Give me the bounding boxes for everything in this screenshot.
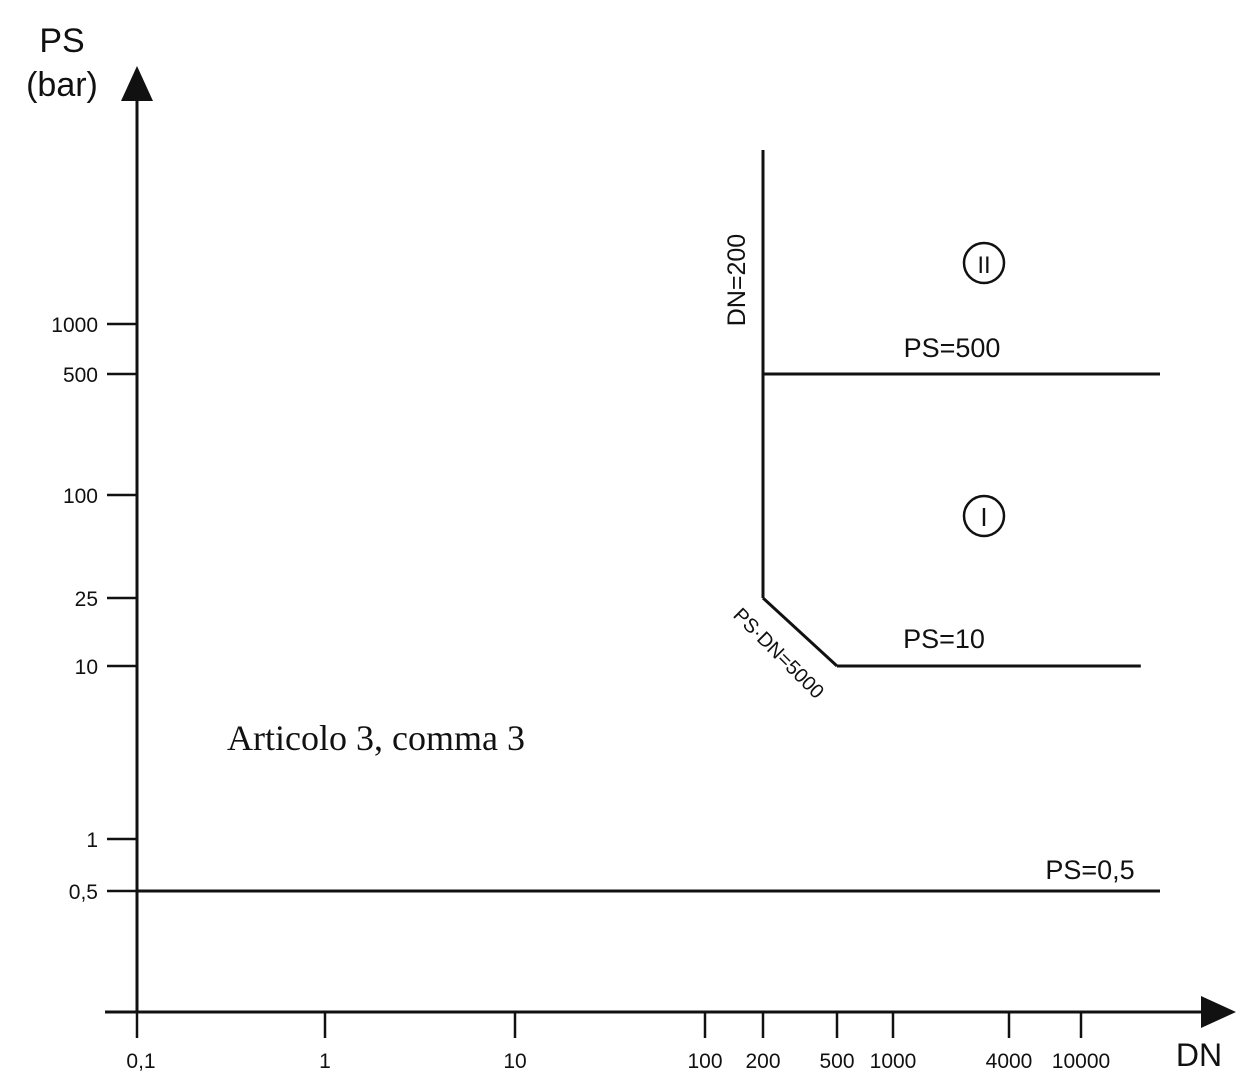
y-tick-label: 10 bbox=[75, 656, 98, 679]
x-tick-label: 500 bbox=[819, 1050, 854, 1073]
line-ps-dn-5000 bbox=[761, 596, 839, 668]
boundary-label-ps-dn-5000: PS·DN=5000 bbox=[729, 604, 828, 703]
x-axis-arrow-icon bbox=[1201, 996, 1236, 1028]
boundary-label-ps-500: PS=500 bbox=[904, 333, 1001, 363]
region-label-i: I bbox=[980, 502, 987, 532]
x-axis-label: DN bbox=[1176, 1037, 1222, 1073]
x-tick-label: 100 bbox=[687, 1050, 722, 1073]
y-tick-label: 25 bbox=[75, 588, 98, 611]
article-annotation: Articolo 3, comma 3 bbox=[227, 718, 525, 758]
y-tick-label: 500 bbox=[63, 364, 98, 387]
boundary-label-dn-200: DN=200 bbox=[723, 234, 751, 326]
y-tick-label: 0,5 bbox=[69, 881, 98, 904]
region-marker-ii: II bbox=[962, 241, 1006, 285]
y-tick-label: 1000 bbox=[51, 314, 98, 337]
x-tick-label: 10000 bbox=[1052, 1050, 1110, 1073]
y-axis-label: PS bbox=[39, 22, 84, 60]
y-tick-label: 1 bbox=[86, 829, 98, 852]
boundary-label-ps-0-5: PS=0,5 bbox=[1045, 855, 1134, 885]
boundary-label-ps-10: PS=10 bbox=[903, 624, 985, 654]
x-tick-label: 1000 bbox=[870, 1050, 917, 1073]
x-tick-label: 10 bbox=[503, 1050, 526, 1073]
region-label-ii: II bbox=[977, 252, 990, 279]
x-tick-label: 0,1 bbox=[126, 1050, 155, 1073]
x-tick-label: 4000 bbox=[986, 1050, 1033, 1073]
x-tick-label: 200 bbox=[745, 1050, 780, 1073]
y-tick-label: 100 bbox=[63, 485, 98, 508]
y-axis-arrow-icon bbox=[121, 66, 153, 101]
region-marker-i: I bbox=[962, 494, 1006, 538]
x-tick-label: 1 bbox=[319, 1050, 331, 1073]
y-axis-unit: (bar) bbox=[26, 66, 98, 104]
